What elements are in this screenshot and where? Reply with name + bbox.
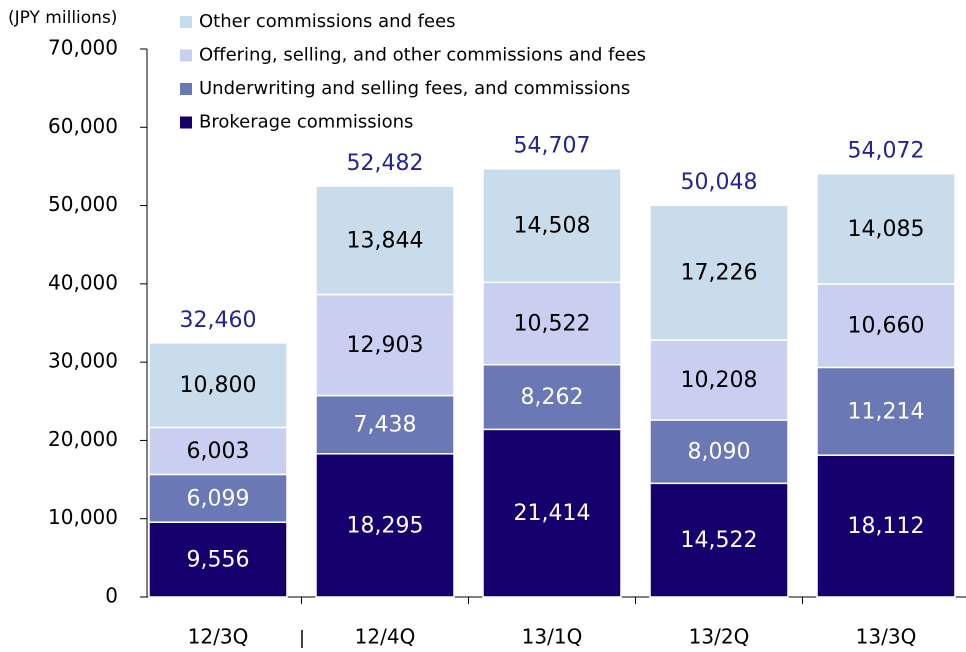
legend-swatch	[180, 83, 192, 95]
legend-label: Offering, selling, and other commissions…	[199, 45, 646, 66]
bar-segment	[148, 473, 288, 523]
bar-segment	[482, 428, 622, 598]
data-label: 8,262	[521, 385, 584, 410]
data-label: 14,508	[514, 214, 591, 239]
data-label: 10,660	[848, 314, 925, 339]
bar-segment	[315, 185, 455, 296]
bar-segment	[148, 521, 288, 598]
data-label: 8,090	[688, 440, 751, 465]
bar-segment	[649, 339, 789, 421]
bar-segment	[816, 172, 956, 285]
data-label: 11,214	[848, 399, 925, 424]
data-label: 9,556	[187, 548, 250, 573]
data-label: 10,208	[681, 368, 758, 393]
y-tick-label: 40,000	[48, 270, 118, 294]
total-label: 54,707	[514, 134, 591, 159]
bar-segment	[482, 167, 622, 284]
legend-swatch	[180, 116, 192, 129]
data-label: 10,522	[514, 311, 591, 336]
legend-swatch	[180, 16, 192, 28]
bar-segment	[315, 453, 455, 598]
data-label: 17,226	[681, 261, 758, 286]
data-label: 6,003	[187, 439, 250, 464]
legend-label: Underwriting and selling fees, and commi…	[199, 78, 630, 99]
total-label: 52,482	[347, 151, 424, 176]
bar-segment	[315, 293, 455, 397]
legend-label: Brokerage commissions	[199, 112, 413, 133]
data-label: 12,903	[347, 333, 424, 358]
y-tick-label: 0	[105, 584, 118, 608]
y-tick-label: 20,000	[48, 427, 118, 451]
data-label: 13,844	[347, 228, 424, 253]
y-tick-label: 50,000	[48, 192, 118, 216]
data-label: 6,099	[187, 486, 250, 511]
y-tick-label: 70,000	[48, 36, 118, 60]
data-label: 7,438	[354, 413, 417, 438]
data-label: 14,085	[848, 217, 925, 242]
x-tick-label: 13/1Q	[522, 625, 583, 649]
bar-segment	[482, 363, 622, 431]
data-label: 18,295	[347, 513, 424, 538]
y-tick-label: 10,000	[48, 505, 118, 529]
bar-segment	[816, 454, 956, 598]
total-label: 54,072	[848, 139, 925, 164]
data-label: 10,800	[180, 373, 257, 398]
bar-segment	[649, 419, 789, 485]
bar-segment	[148, 342, 288, 429]
total-label: 32,460	[180, 308, 257, 333]
x-tick-label: 12/4Q	[355, 625, 416, 649]
x-tick-label: 12/3Q	[188, 625, 249, 649]
bar-segment	[816, 283, 956, 369]
bar-segment	[315, 394, 455, 455]
data-label: 21,414	[514, 501, 591, 526]
bar-segment	[649, 482, 789, 598]
legend-swatch	[180, 49, 192, 62]
y-tick-label: 30,000	[48, 349, 118, 373]
y-tick-label: 60,000	[48, 114, 118, 138]
x-tick-label: 13/2Q	[689, 625, 750, 649]
data-label: 14,522	[681, 528, 758, 553]
bar-segment	[816, 366, 956, 456]
bar-segment	[148, 426, 288, 476]
x-tick-label: 13/3Q	[856, 625, 917, 649]
total-label: 50,048	[681, 170, 758, 195]
y-axis-label: (JPY millions)	[8, 8, 117, 28]
data-label: 18,112	[848, 514, 925, 539]
bar-segment	[649, 204, 789, 341]
legend-label: Other commissions and fees	[199, 11, 456, 32]
